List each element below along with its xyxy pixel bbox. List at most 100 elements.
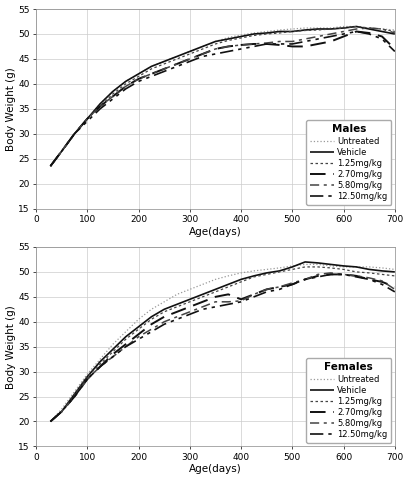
1.25mg/kg — [149, 316, 154, 322]
Untreated — [380, 26, 384, 32]
2.70mg/kg — [238, 42, 243, 48]
1.25mg/kg — [149, 66, 154, 72]
2.70mg/kg — [341, 272, 346, 277]
5.80mg/kg — [59, 148, 64, 154]
Vehicle — [341, 25, 346, 31]
Untreated — [238, 270, 243, 276]
5.80mg/kg — [315, 34, 320, 39]
Untreated — [367, 25, 372, 31]
Untreated — [123, 78, 128, 84]
12.50mg/kg — [303, 276, 308, 282]
12.50mg/kg — [98, 364, 103, 370]
2.70mg/kg — [162, 66, 166, 72]
Line: 5.80mg/kg: 5.80mg/kg — [50, 273, 395, 421]
Untreated — [277, 265, 282, 271]
Untreated — [264, 29, 269, 35]
1.25mg/kg — [341, 266, 346, 272]
12.50mg/kg — [149, 73, 154, 79]
1.25mg/kg — [252, 274, 256, 280]
12.50mg/kg — [264, 41, 269, 47]
12.50mg/kg — [328, 34, 333, 39]
Vehicle — [392, 31, 397, 37]
12.50mg/kg — [200, 306, 205, 312]
Legend: Untreated, Vehicle, 1.25mg/kg, 2.70mg/kg, 5.80mg/kg, 12.50mg/kg: Untreated, Vehicle, 1.25mg/kg, 2.70mg/kg… — [306, 358, 391, 443]
5.80mg/kg — [328, 31, 333, 37]
5.80mg/kg — [328, 270, 333, 276]
1.25mg/kg — [59, 148, 64, 154]
1.25mg/kg — [226, 37, 231, 43]
Vehicle — [264, 270, 269, 276]
Untreated — [110, 341, 115, 347]
Vehicle — [277, 29, 282, 35]
2.70mg/kg — [392, 284, 397, 290]
Line: 2.70mg/kg: 2.70mg/kg — [50, 275, 395, 421]
2.70mg/kg — [354, 273, 359, 279]
Y-axis label: Body Weight (g): Body Weight (g) — [6, 67, 16, 151]
Vehicle — [252, 31, 256, 37]
Untreated — [162, 299, 166, 305]
Vehicle — [123, 334, 128, 340]
2.70mg/kg — [380, 279, 384, 285]
1.25mg/kg — [213, 289, 218, 295]
Untreated — [123, 329, 128, 335]
5.80mg/kg — [252, 41, 256, 47]
Untreated — [315, 25, 320, 31]
Untreated — [252, 30, 256, 36]
12.50mg/kg — [238, 46, 243, 52]
1.25mg/kg — [98, 103, 103, 109]
Untreated — [85, 371, 90, 377]
Vehicle — [123, 78, 128, 84]
1.25mg/kg — [187, 51, 192, 57]
1.25mg/kg — [380, 26, 384, 32]
Untreated — [354, 264, 359, 270]
Vehicle — [328, 26, 333, 32]
12.50mg/kg — [162, 69, 166, 74]
Untreated — [48, 163, 53, 169]
Line: 2.70mg/kg: 2.70mg/kg — [50, 32, 395, 166]
Untreated — [290, 263, 295, 269]
Untreated — [380, 265, 384, 271]
12.50mg/kg — [213, 51, 218, 57]
12.50mg/kg — [72, 394, 77, 399]
1.25mg/kg — [175, 56, 180, 62]
1.25mg/kg — [328, 26, 333, 32]
12.50mg/kg — [226, 48, 231, 54]
2.70mg/kg — [367, 30, 372, 36]
Vehicle — [290, 264, 295, 270]
12.50mg/kg — [367, 31, 372, 37]
2.70mg/kg — [315, 41, 320, 47]
1.25mg/kg — [367, 270, 372, 276]
5.80mg/kg — [175, 314, 180, 320]
12.50mg/kg — [110, 96, 115, 102]
Untreated — [175, 54, 180, 60]
12.50mg/kg — [123, 86, 128, 92]
Untreated — [213, 276, 218, 282]
Vehicle — [110, 346, 115, 352]
12.50mg/kg — [290, 41, 295, 47]
5.80mg/kg — [110, 94, 115, 99]
Vehicle — [72, 391, 77, 397]
1.25mg/kg — [303, 264, 308, 270]
Untreated — [341, 264, 346, 270]
Untreated — [264, 266, 269, 272]
1.25mg/kg — [252, 33, 256, 38]
1.25mg/kg — [290, 266, 295, 272]
Vehicle — [380, 268, 384, 274]
Vehicle — [277, 268, 282, 274]
1.25mg/kg — [290, 29, 295, 35]
Vehicle — [98, 359, 103, 364]
1.25mg/kg — [85, 374, 90, 380]
Untreated — [59, 148, 64, 154]
1.25mg/kg — [264, 272, 269, 277]
12.50mg/kg — [303, 38, 308, 44]
5.80mg/kg — [213, 46, 218, 52]
5.80mg/kg — [367, 25, 372, 31]
Vehicle — [290, 29, 295, 35]
5.80mg/kg — [264, 287, 269, 292]
Vehicle — [380, 29, 384, 35]
2.70mg/kg — [59, 148, 64, 154]
2.70mg/kg — [264, 287, 269, 292]
X-axis label: Age(days): Age(days) — [189, 227, 242, 237]
Untreated — [72, 389, 77, 395]
12.50mg/kg — [123, 344, 128, 349]
